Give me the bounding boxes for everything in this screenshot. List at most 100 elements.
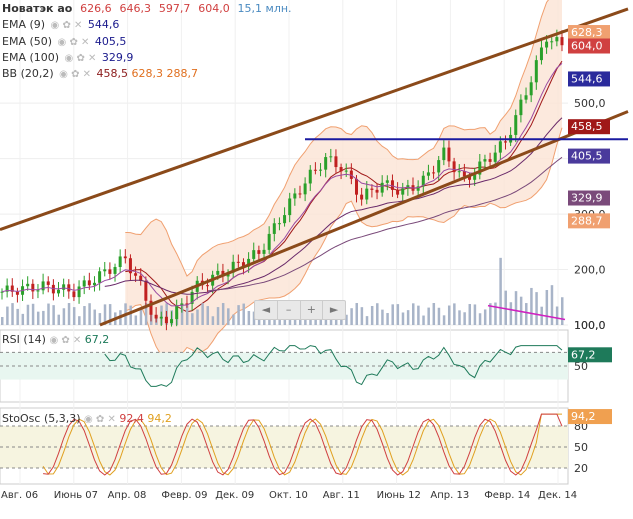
volume-bar bbox=[98, 313, 102, 325]
price-badge bbox=[568, 38, 610, 54]
price-badge bbox=[568, 148, 610, 164]
time-tick-label: Июнь 12 bbox=[377, 490, 421, 501]
volume-bar bbox=[432, 303, 436, 325]
candle-body bbox=[108, 269, 112, 274]
candle-body bbox=[185, 303, 189, 305]
candle-body bbox=[442, 147, 446, 161]
time-tick-label: Авг. 11 bbox=[323, 490, 360, 501]
candle-body bbox=[555, 37, 559, 42]
volume-bar bbox=[412, 303, 415, 325]
volume-bar bbox=[144, 303, 148, 325]
chart-navigator[interactable]: ◄ – + ► bbox=[254, 300, 346, 320]
volume-divergence-line bbox=[487, 304, 566, 321]
volume-bar bbox=[514, 291, 518, 325]
volume-bar bbox=[427, 307, 430, 325]
candle-body bbox=[231, 261, 235, 273]
candle-body bbox=[72, 291, 76, 298]
candle-body bbox=[272, 223, 276, 234]
price-tick-label: 200,0 bbox=[574, 264, 606, 277]
candle-body bbox=[360, 194, 364, 200]
rsi-badge bbox=[568, 347, 612, 363]
header-row: Новатэк ао 626,6 646,3 597,7 604,0 15,1 … bbox=[2, 2, 292, 16]
legend-ema9-value: 544,6 bbox=[87, 18, 120, 31]
volume-bar bbox=[103, 304, 107, 325]
volume-bar bbox=[57, 314, 61, 325]
eye-icon[interactable]: ◉ ✿ ✕ bbox=[49, 335, 82, 346]
volume-value: 15,1 млн. bbox=[237, 2, 292, 15]
open-value: 626,6 bbox=[80, 2, 112, 15]
volume-bar bbox=[350, 308, 353, 325]
volume-bar bbox=[21, 313, 25, 325]
zoom-in-button[interactable]: + bbox=[301, 301, 324, 319]
eye-icon[interactable]: ◉ ✿ ✕ bbox=[57, 37, 90, 48]
eye-icon[interactable]: ◉ ✿ ✕ bbox=[59, 69, 92, 80]
candle-body bbox=[123, 256, 127, 259]
scroll-left-button[interactable]: ◄ bbox=[255, 301, 278, 319]
volume-bar bbox=[180, 304, 184, 325]
volume-bar bbox=[216, 307, 220, 325]
volume-bar bbox=[494, 302, 497, 325]
candle-body bbox=[10, 285, 14, 292]
candle-body bbox=[432, 172, 436, 174]
legend-bb[interactable]: BB (20,2) ◉ ✿ ✕ 458,5 628,3 288,7 bbox=[2, 67, 198, 82]
candle-body bbox=[462, 171, 466, 177]
time-tick-label: Авг. 06 bbox=[1, 490, 38, 501]
candle-body bbox=[62, 284, 66, 290]
candle-body bbox=[31, 283, 35, 292]
stoch-legend[interactable]: StoOsc (5,3,3) ◉ ✿ ✕ 92,4 94,2 bbox=[2, 412, 172, 425]
price-badge-label: 329,9 bbox=[571, 192, 603, 205]
candle-body bbox=[0, 291, 4, 293]
candle-body bbox=[514, 115, 518, 135]
volume-bar bbox=[345, 314, 348, 325]
oscillators bbox=[0, 345, 568, 476]
legend-bb-lower: 288,7 bbox=[166, 67, 199, 80]
legend-ema50[interactable]: EMA (50) ◉ ✿ ✕ 405,5 bbox=[2, 35, 126, 50]
eye-icon[interactable]: ◉ ✿ ✕ bbox=[50, 20, 83, 31]
stoch-title: StoOsc (5,3,3) bbox=[2, 412, 81, 425]
high-value: 646,3 bbox=[119, 2, 152, 15]
legend-ema50-label: EMA (50) bbox=[2, 35, 53, 48]
candle-body bbox=[452, 161, 456, 173]
eye-icon[interactable]: ◉ ✿ ✕ bbox=[84, 414, 116, 425]
candle-body bbox=[534, 60, 538, 83]
price-badge-label: 604,0 bbox=[571, 40, 603, 53]
candle-body bbox=[375, 189, 379, 193]
volume-bar bbox=[191, 313, 194, 325]
candle-body bbox=[370, 188, 374, 190]
candle-body bbox=[98, 271, 102, 283]
candle-body bbox=[170, 319, 174, 324]
volume-bar bbox=[463, 312, 466, 325]
candle-body bbox=[134, 273, 138, 276]
candle-body bbox=[473, 174, 477, 180]
stoch-k-line bbox=[43, 413, 563, 476]
candle-body bbox=[396, 189, 400, 195]
candle-body bbox=[365, 188, 369, 200]
volume-bar bbox=[206, 306, 210, 325]
time-tick-label: Апр. 13 bbox=[430, 490, 469, 501]
candle-body bbox=[498, 141, 502, 153]
legend-ema9[interactable]: EMA (9) ◉ ✿ ✕ 544,6 bbox=[2, 18, 119, 33]
volume-bar bbox=[78, 316, 81, 325]
candle-body bbox=[241, 262, 245, 267]
volume-bar bbox=[458, 310, 461, 325]
candle-body bbox=[539, 47, 543, 61]
legend-ema100[interactable]: EMA (100) ◉ ✿ ✕ 329,9 bbox=[2, 51, 133, 66]
zoom-out-button[interactable]: – bbox=[278, 301, 301, 319]
stoch-badge-label: 94,2 bbox=[571, 410, 596, 423]
volume-bar bbox=[437, 307, 441, 325]
rsi-legend[interactable]: RSI (14) ◉ ✿ ✕ 67,2 bbox=[2, 333, 109, 346]
rsi-value: 67,2 bbox=[84, 333, 110, 346]
volume-bar bbox=[211, 316, 215, 325]
stoch-badge bbox=[568, 409, 612, 425]
ticker-name: Новатэк ао bbox=[2, 2, 73, 15]
volume-bar bbox=[139, 307, 143, 325]
volume-bar bbox=[442, 315, 446, 325]
volume-bar bbox=[288, 316, 292, 325]
scroll-right-button[interactable]: ► bbox=[329, 303, 339, 316]
volume-bar bbox=[550, 285, 554, 325]
volume-bar bbox=[47, 303, 50, 325]
volume-bar bbox=[447, 305, 451, 325]
candle-body bbox=[426, 172, 430, 176]
eye-icon[interactable]: ◉ ✿ ✕ bbox=[64, 53, 97, 64]
